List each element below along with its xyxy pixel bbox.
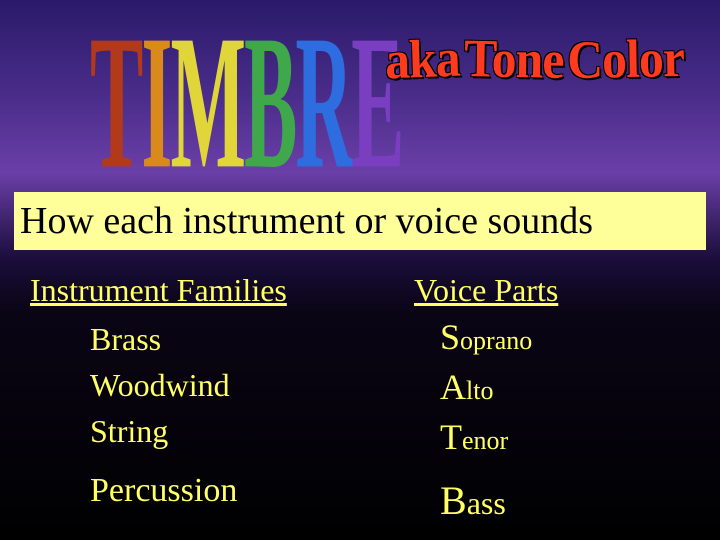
title-row: TIMBRE aka Tone Color [0,8,720,183]
voice-rest-2: enor [462,426,508,455]
voice-cap-1: A [440,367,466,407]
families-list: Brass Woodwind String Percussion [90,316,237,514]
title-letter-4: R [295,0,351,214]
voice-rest-0: oprano [460,326,532,355]
title-letter-1: I [141,0,170,214]
title-timbre: TIMBRE [90,0,403,214]
subtitle-word-2: Color [567,27,685,91]
subtitle-word-1: Tone [463,27,563,91]
family-item-2: String [90,408,237,454]
definition-text: How each instrument or voice sounds [20,199,593,243]
voice-item-1: Alto [440,364,532,414]
voice-item-2: Tenor [440,414,532,464]
voice-rest-3: ass [467,485,506,521]
family-item-3: Percussion [90,468,237,514]
subtitle-aka: aka Tone Color [385,28,684,90]
subtitle-word-0: aka [384,27,461,92]
definition-bar: How each instrument or voice sounds [14,192,706,250]
voices-list: Soprano Alto Tenor Bass [440,314,532,526]
family-item-0: Brass [90,316,237,362]
voices-heading: Voice Parts [414,272,558,309]
title-letter-3: B [244,0,295,214]
voice-cap-0: S [440,317,460,357]
title-letter-0: T [90,0,141,214]
title-letter-2: M [171,0,245,214]
voice-cap-2: T [440,417,462,457]
voice-item-0: Soprano [440,314,532,364]
families-heading: Instrument Families [30,272,287,309]
voice-rest-1: lto [466,376,493,405]
voice-cap-3: B [440,478,467,523]
family-item-1: Woodwind [90,362,237,408]
voice-item-3: Bass [440,478,532,526]
